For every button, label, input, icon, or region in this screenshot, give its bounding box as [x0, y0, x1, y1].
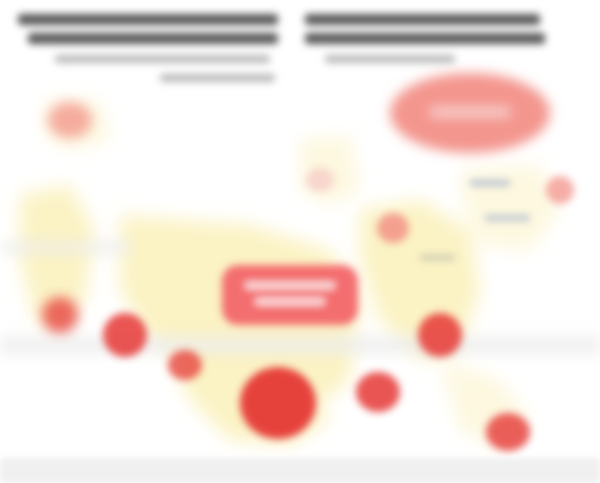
marker-east	[418, 313, 462, 357]
right-labels	[420, 180, 530, 260]
band-1	[0, 335, 600, 355]
land-west	[20, 185, 95, 330]
marker-southeast	[486, 413, 530, 451]
right-label-1	[470, 180, 510, 186]
land-north	[300, 135, 360, 205]
marker-north-small	[377, 213, 409, 243]
marker-west-1	[42, 297, 78, 333]
banner-text-line	[430, 108, 510, 116]
callout-text-line-2	[255, 298, 325, 305]
map-title-block	[0, 0, 600, 100]
marker-central-small	[168, 350, 202, 380]
title-line-2	[305, 14, 540, 25]
band-2	[0, 240, 130, 255]
marker-south-mid	[356, 372, 400, 412]
marker-northwest	[48, 102, 92, 138]
title-line-1	[18, 14, 278, 25]
title-line-4	[305, 33, 545, 44]
marker-north-faint	[306, 168, 334, 192]
callout-box-shape	[222, 265, 358, 325]
callout-text-line-1	[245, 282, 335, 289]
right-label-2	[485, 215, 530, 221]
banner-box	[390, 73, 550, 153]
subtitle-line-1	[55, 55, 270, 63]
subtitle-line-2	[325, 55, 455, 63]
marker-layer	[42, 102, 574, 451]
marker-west-2	[103, 313, 147, 357]
land-northeast	[460, 165, 560, 250]
marker-south-large	[240, 367, 316, 439]
bottom-strip	[0, 458, 600, 483]
right-label-3	[420, 255, 455, 260]
marker-northeast-small	[546, 176, 574, 204]
subtitle-line-3	[160, 74, 275, 82]
callout-box	[222, 265, 358, 325]
title-line-3	[28, 33, 278, 44]
